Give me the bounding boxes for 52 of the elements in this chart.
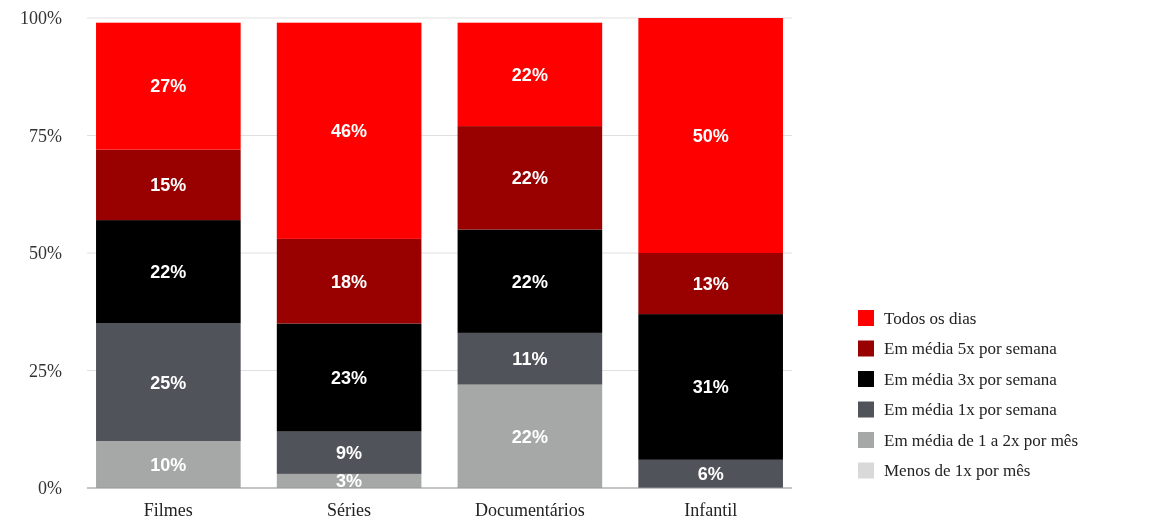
data-label: 50% — [692, 125, 729, 146]
y-tick-label: 75% — [29, 125, 62, 146]
data-label: 25% — [150, 372, 187, 393]
data-label: 22% — [511, 64, 548, 85]
data-label: 10% — [150, 454, 187, 475]
bar — [638, 459, 783, 488]
bar — [457, 384, 603, 488]
bar — [276, 323, 422, 432]
bar — [96, 441, 241, 488]
bar — [457, 229, 603, 333]
bar — [638, 18, 783, 253]
bar — [276, 431, 422, 474]
data-label: 11% — [512, 349, 548, 370]
bar — [457, 332, 603, 385]
x-tick-label: Filmes — [143, 500, 193, 520]
bar — [96, 323, 241, 441]
data-label: 27% — [150, 76, 187, 97]
data-label: 22% — [511, 168, 548, 189]
data-label: 23% — [331, 367, 368, 388]
y-tick-label: 50% — [29, 243, 62, 264]
x-tick-label: Documentários — [474, 500, 585, 520]
bar — [96, 22, 241, 150]
y-tick-label: 0% — [38, 478, 62, 499]
legend-label: Todos os dias — [884, 308, 977, 328]
data-label: 22% — [511, 426, 548, 447]
legend-label: Menos de 1x por mês — [884, 461, 1031, 481]
data-label: 22% — [511, 271, 548, 292]
data-label: 18% — [331, 271, 368, 292]
bar — [638, 253, 783, 315]
legend-label: Em média 1x por semana — [884, 400, 1058, 420]
bar — [276, 22, 422, 239]
legend-label: Em média 3x por semana — [884, 369, 1058, 389]
data-label: 13% — [692, 273, 729, 294]
data-label: 15% — [150, 175, 187, 196]
data-label: 22% — [150, 262, 187, 283]
y-tick-label: 100% — [20, 8, 62, 29]
y-tick-label: 25% — [29, 360, 62, 381]
data-label: 31% — [692, 377, 729, 398]
legend-label: Em média 5x por semana — [884, 339, 1058, 359]
bar — [457, 126, 603, 230]
data-label: 6% — [697, 464, 724, 485]
bar — [457, 22, 603, 127]
x-tick-label: Séries — [327, 500, 372, 520]
x-tick-label: Infantil — [684, 500, 738, 520]
bar — [96, 149, 241, 221]
bar — [276, 238, 422, 324]
data-label: 3% — [336, 471, 363, 492]
bar — [96, 220, 241, 324]
data-label: 9% — [336, 443, 363, 464]
legend-label: Em média de 1 a 2x por mês — [884, 430, 1079, 450]
data-label: 46% — [331, 121, 368, 142]
bar — [638, 314, 783, 460]
